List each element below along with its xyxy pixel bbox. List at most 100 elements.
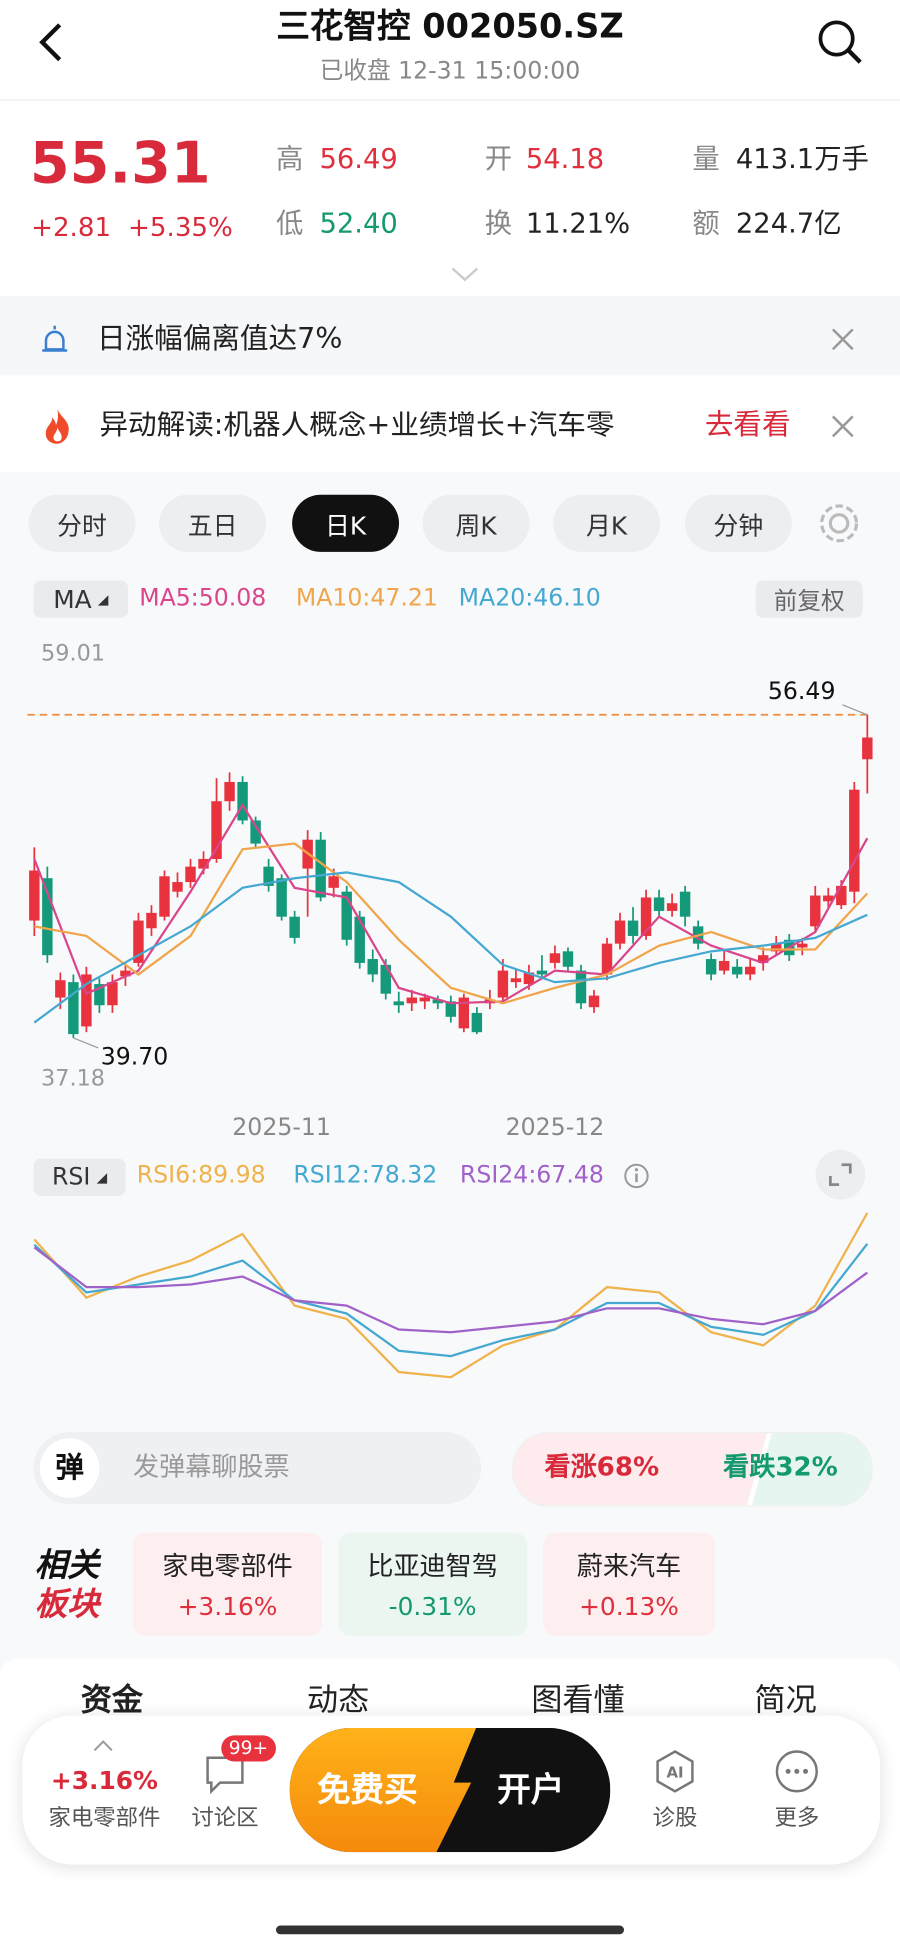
dropdown-caret: ◢ [96, 1169, 108, 1186]
stat-label: 低 [275, 208, 304, 240]
sector-card[interactable] [133, 1532, 322, 1636]
section-tab[interactable]: 资金 [80, 1681, 143, 1718]
legend-entry: MA5:50.08 [139, 584, 266, 612]
svg-text:AI: AI [666, 1764, 683, 1782]
candle-body [29, 870, 40, 921]
sector-card[interactable] [543, 1532, 715, 1636]
candle-body [328, 876, 339, 888]
candle-body [211, 801, 222, 859]
sector-change: +0.13% [579, 1591, 679, 1621]
section-tab[interactable]: 图看懂 [531, 1681, 625, 1718]
danmaku-input[interactable] [33, 1432, 482, 1505]
info-icon[interactable] [622, 1161, 652, 1191]
sector-name[interactable]: 家电零部件 [48, 1804, 161, 1832]
stat-label: 换 [484, 208, 513, 240]
candle-body [198, 858, 209, 869]
indicator-line [33, 1212, 869, 1379]
candle-body [601, 943, 613, 975]
stat-label: 开 [484, 144, 513, 176]
candle-body [510, 978, 522, 983]
price-change: +2.81 [31, 212, 112, 243]
settings-button[interactable] [815, 500, 862, 547]
candle-body [250, 820, 261, 844]
annotation-leader [842, 704, 868, 716]
bear-label[interactable]: 看跌32% [723, 1451, 838, 1482]
candle-body [276, 878, 287, 917]
rsi-selector[interactable]: RSI ◢ [33, 1158, 126, 1196]
annotation-label: 39.70 [101, 1042, 169, 1070]
x-tick-label: 2025-11 [232, 1113, 331, 1141]
candle-body [68, 982, 79, 1035]
candle-body [497, 970, 509, 998]
alarm-icon [42, 325, 68, 352]
period-tab[interactable]: 周K [422, 494, 530, 552]
candle-body [627, 920, 639, 936]
stat-value: 54.18 [525, 144, 605, 176]
stat-label: 量 [692, 144, 720, 176]
candle-body [120, 970, 131, 977]
discuss-label[interactable]: 讨论区 [191, 1804, 259, 1832]
candle-body [471, 1012, 483, 1033]
indicator-selector[interactable]: MA ◢ [33, 580, 129, 618]
discuss-icon[interactable] [203, 1753, 248, 1795]
divider [0, 99, 900, 101]
sector-change[interactable]: +3.16% [50, 1765, 158, 1796]
notice-bar [0, 385, 900, 468]
candle-body [588, 995, 600, 1008]
candle-body [55, 980, 66, 998]
candle-body [380, 964, 391, 994]
candle-body [406, 997, 417, 1004]
candle-body [445, 1001, 457, 1017]
candle-body [757, 955, 769, 963]
legend-entry: MA20:46.10 [459, 584, 601, 612]
expand-button[interactable] [815, 1149, 866, 1200]
sector-change: +3.16% [177, 1591, 278, 1621]
more-label[interactable]: 更多 [774, 1804, 820, 1832]
back-button[interactable] [35, 20, 67, 65]
bull-label[interactable]: 看涨68% [544, 1451, 660, 1482]
candle-body [549, 953, 561, 963]
candle-body [94, 984, 105, 1006]
close-notice[interactable] [830, 414, 855, 439]
trade-button[interactable] [289, 1727, 611, 1853]
period-tab[interactable]: 五日 [159, 494, 267, 552]
candle-body [679, 891, 691, 917]
candle-body [393, 1001, 404, 1006]
expand-chevron[interactable] [450, 266, 480, 283]
stat-label: 额 [692, 208, 720, 240]
candle-body [562, 951, 574, 967]
candle-body [523, 972, 535, 985]
fire-icon [45, 408, 69, 444]
market-status: 已收盘 12-31 15:00:00 [319, 57, 581, 85]
search-button[interactable] [815, 17, 865, 67]
notice-action[interactable]: 去看看 [704, 408, 791, 442]
period-tab[interactable]: 分钟 [684, 494, 792, 552]
last-price: 55.31 [29, 129, 211, 197]
candle-body [823, 895, 834, 902]
adjust-selector[interactable]: 前复权 [755, 580, 863, 618]
more-icon[interactable] [773, 1748, 820, 1795]
rsi-label: RSI [51, 1163, 91, 1191]
indicator-line [33, 1243, 869, 1358]
sentiment-bar [512, 1432, 873, 1507]
section-tab[interactable]: 简况 [754, 1681, 817, 1718]
diagnose-icon[interactable]: AI [651, 1748, 698, 1795]
indicator-line [33, 802, 869, 1005]
sector-card[interactable] [338, 1532, 528, 1636]
period-tab[interactable]: 月K [553, 494, 661, 552]
close-alert[interactable] [830, 327, 855, 352]
sector-name: 蔚来汽车 [576, 1551, 682, 1582]
indicator-label: MA [53, 584, 92, 615]
section-tab[interactable]: 动态 [307, 1681, 370, 1718]
period-tab[interactable]: 分时 [28, 494, 136, 552]
bear-share [751, 1433, 872, 1506]
danmaku-placeholder: 发弹幕聊股票 [133, 1451, 290, 1482]
candle-body [263, 866, 274, 886]
period-tab[interactable]: 日K [292, 494, 400, 552]
diagnose-label[interactable]: 诊股 [652, 1804, 698, 1832]
buy-label[interactable]: 免费买 [316, 1771, 418, 1810]
legend-entry: RSI6:89.98 [137, 1160, 266, 1188]
stat-value: 56.49 [319, 144, 398, 176]
open-account-label[interactable]: 开户 [497, 1771, 565, 1810]
candle-body [731, 966, 743, 975]
